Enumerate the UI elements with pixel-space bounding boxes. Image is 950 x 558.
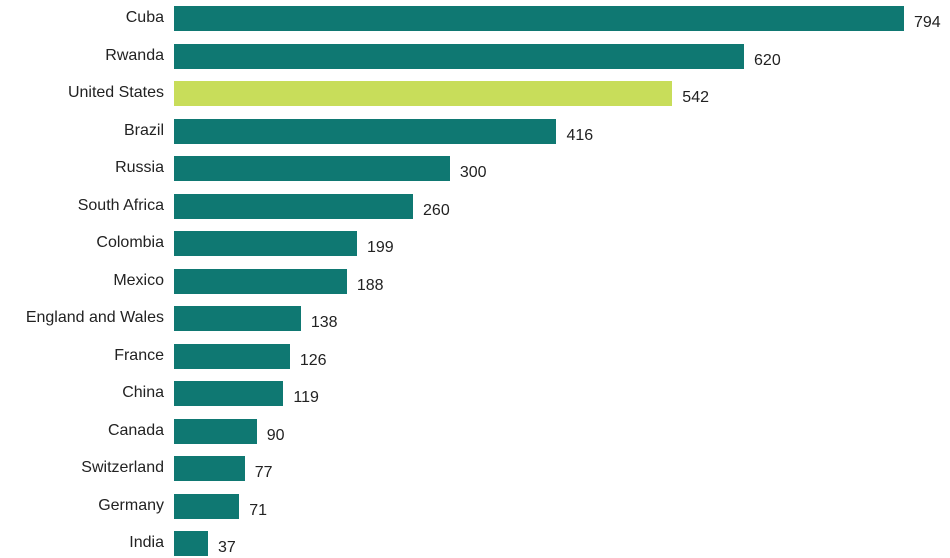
bar — [174, 381, 284, 406]
value-label: 199 — [366, 239, 394, 256]
value-label: 542 — [682, 89, 709, 106]
category-label: India — [129, 534, 164, 551]
bar — [174, 43, 745, 69]
value-label: 416 — [566, 126, 594, 144]
category-label: Cuba — [125, 9, 164, 26]
bar — [174, 493, 240, 519]
value-label: 188 — [356, 276, 384, 294]
bar — [174, 418, 257, 444]
category-label: Switzerland — [81, 459, 164, 476]
category-label: France — [114, 346, 164, 364]
category-label: Canada — [107, 421, 164, 439]
bar — [174, 118, 557, 144]
value-label: 260 — [423, 201, 450, 219]
bar — [174, 306, 301, 331]
value-label: 794 — [914, 14, 941, 31]
category-label: Brazil — [123, 121, 164, 139]
bar — [174, 156, 450, 181]
bar — [174, 343, 290, 369]
category-label: England and Wales — [25, 309, 164, 326]
bar — [174, 81, 673, 106]
bar — [174, 456, 245, 481]
category-label: China — [122, 384, 164, 401]
bar — [174, 193, 414, 219]
bar — [174, 231, 357, 256]
category-label: Germany — [98, 496, 164, 514]
value-label: 90 — [266, 426, 285, 444]
value-label: 138 — [310, 314, 338, 331]
value-label: 300 — [459, 164, 487, 181]
value-label: 620 — [754, 51, 781, 69]
category-label: United States — [67, 84, 164, 101]
value-label: 119 — [293, 389, 319, 406]
bar — [174, 268, 347, 294]
value-label: 37 — [218, 539, 236, 556]
category-label: Mexico — [113, 271, 164, 289]
category-label: Rwanda — [105, 46, 164, 64]
value-label: 126 — [299, 351, 327, 369]
value-label: 77 — [254, 464, 273, 481]
category-label: South Africa — [77, 196, 164, 214]
category-label: Russia — [115, 159, 164, 176]
value-label: 71 — [249, 501, 268, 519]
category-label: Colombia — [96, 234, 164, 251]
bar — [174, 6, 904, 31]
bar — [174, 531, 209, 556]
